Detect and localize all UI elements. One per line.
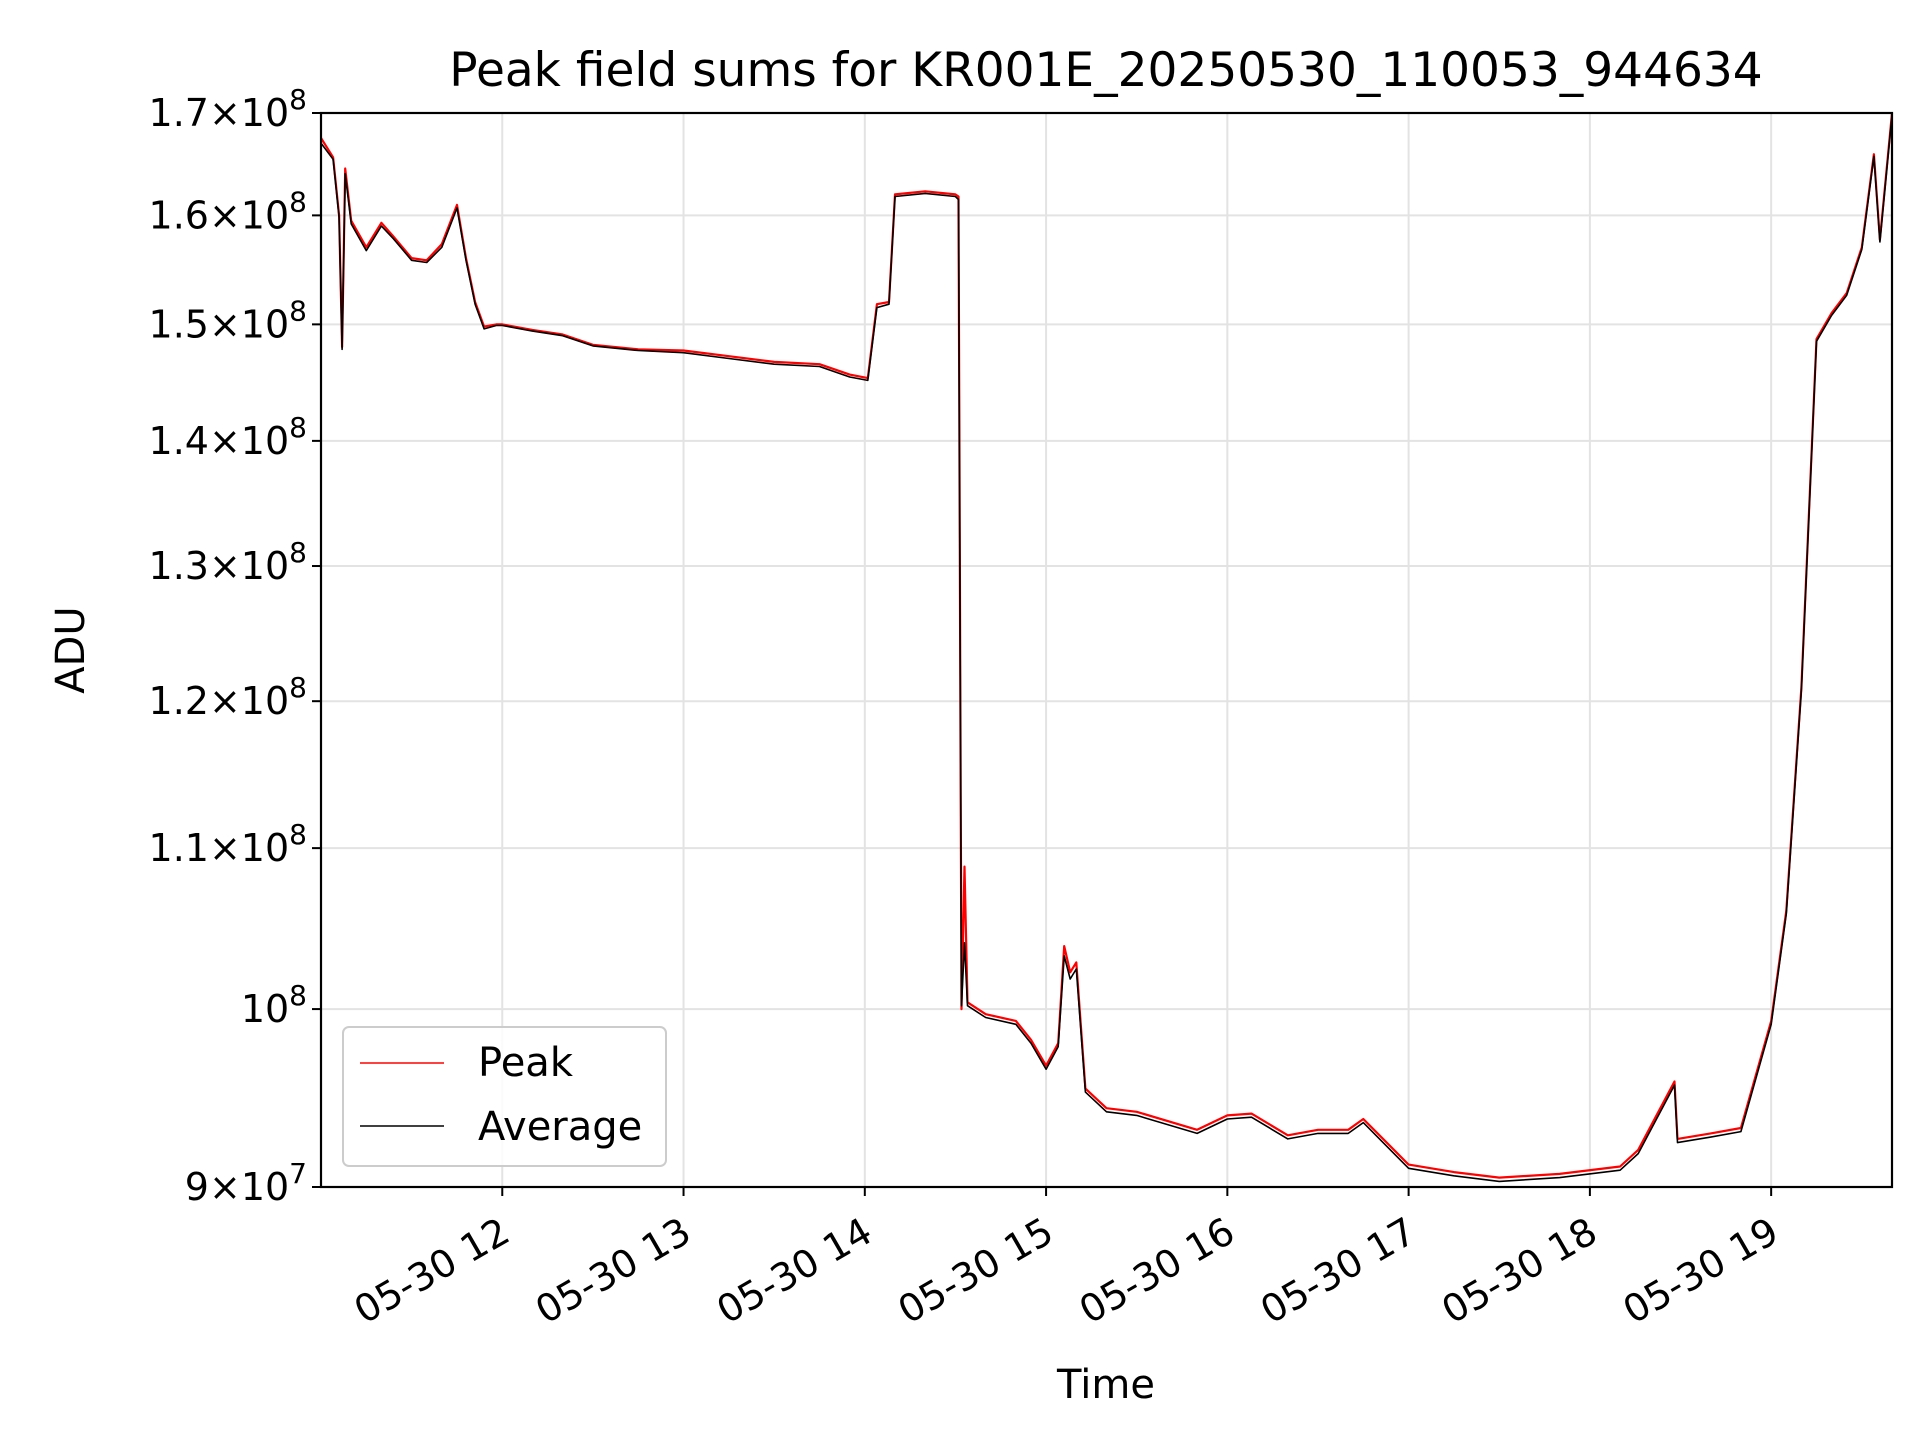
y-tick-label: 1.5×108 <box>149 294 307 346</box>
series-line-average <box>320 114 1893 1183</box>
y-tick-label: 1.1×108 <box>149 818 307 870</box>
y-tick-label: 1.4×108 <box>149 411 307 463</box>
legend-box <box>342 1026 667 1167</box>
legend-label-peak: Peak <box>478 1040 574 1086</box>
legend: Peak Average <box>342 1026 667 1167</box>
y-tick-label: 9×107 <box>185 1157 307 1209</box>
y-tick-label: 108 <box>241 979 307 1031</box>
y-tick-label: 1.6×108 <box>149 185 307 237</box>
y-tick-label: 1.7×108 <box>149 83 307 135</box>
y-tick-label: 1.2×108 <box>149 671 307 723</box>
y-axis-label: ADU <box>48 606 94 693</box>
x-axis-label: Time <box>1056 1362 1155 1408</box>
series-layer <box>320 112 1894 1183</box>
y-tick-label: 1.3×108 <box>149 536 307 588</box>
chart-title: Peak field sums for KR001E_20250530_1100… <box>449 43 1762 98</box>
plot-frame <box>319 111 1894 1189</box>
legend-label-average: Average <box>478 1104 642 1150</box>
